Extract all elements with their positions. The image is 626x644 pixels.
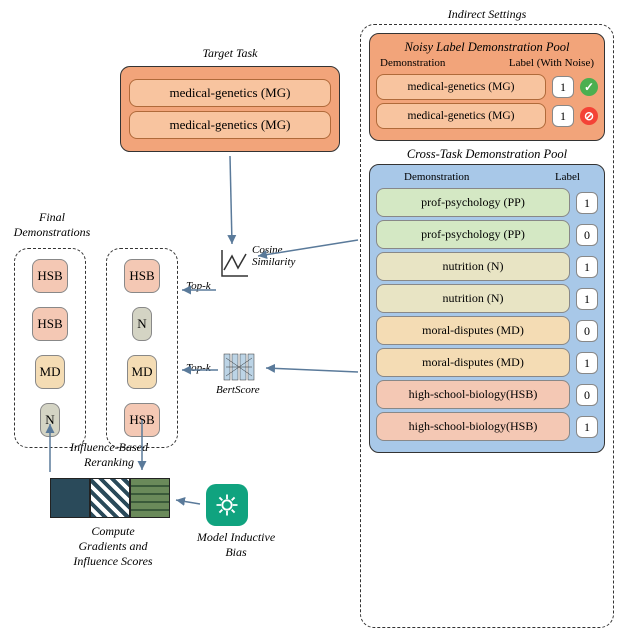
final-item: MD xyxy=(35,355,66,389)
cosine-sim-icon xyxy=(218,246,252,280)
cross-demo-pill: nutrition (N) xyxy=(376,252,570,281)
cross-row: nutrition (N) 1 xyxy=(376,252,598,281)
cross-label-box: 1 xyxy=(576,192,598,214)
cross-row: nutrition (N) 1 xyxy=(376,284,598,313)
cosine-sim-label: Cosine Similarity xyxy=(252,244,322,268)
rerank-title: Influence-Based Reranking xyxy=(44,440,174,470)
cross-label-box: 1 xyxy=(576,288,598,310)
bertscore-icon xyxy=(222,352,262,382)
cross-demo-pill: moral-disputes (MD) xyxy=(376,316,570,345)
cross-pool-panel: Demonstration Label prof-psychology (PP)… xyxy=(369,164,605,453)
noisy-row: medical-genetics (MG) 1 ✓ xyxy=(376,74,598,100)
candidate-item: N xyxy=(132,307,151,341)
noisy-pool-panel: Noisy Label Demonstration Pool Demonstra… xyxy=(369,33,605,141)
model-icon xyxy=(206,484,248,526)
noisy-demo-col-hdr: Demonstration xyxy=(380,57,445,69)
final-item: HSB xyxy=(32,259,67,293)
cross-label-col-hdr: Label xyxy=(555,171,580,183)
cross-row: prof-psychology (PP) 0 xyxy=(376,220,598,249)
cross-demo-col-hdr: Demonstration xyxy=(404,171,469,183)
noisy-pool-title: Noisy Label Demonstration Pool xyxy=(376,40,598,55)
cross-row: high-school-biology(HSB) 0 xyxy=(376,380,598,409)
target-item: medical-genetics (MG) xyxy=(129,111,331,139)
final-item: N xyxy=(40,403,59,437)
cross-demo-pill: moral-disputes (MD) xyxy=(376,348,570,377)
indirect-settings-title: Indirect Settings xyxy=(361,7,613,22)
cross-row: moral-disputes (MD) 1 xyxy=(376,348,598,377)
cross-row: moral-disputes (MD) 0 xyxy=(376,316,598,345)
noisy-demo-pill: medical-genetics (MG) xyxy=(376,74,546,100)
check-icon: ✓ xyxy=(580,78,598,96)
cross-demo-pill: high-school-biology(HSB) xyxy=(376,412,570,441)
hatch-solid-icon xyxy=(50,478,90,518)
cross-row: high-school-biology(HSB) 1 xyxy=(376,412,598,441)
target-task-title: Target Task xyxy=(120,46,340,61)
cross-pool-title: Cross-Task Demonstration Pool xyxy=(367,147,607,162)
topk-1-label: Top-k xyxy=(186,280,211,292)
noisy-demo-pill: medical-genetics (MG) xyxy=(376,103,546,129)
target-task-panel: medical-genetics (MG) medical-genetics (M… xyxy=(120,66,340,152)
cross-label-box: 0 xyxy=(576,224,598,246)
cross-demo-pill: high-school-biology(HSB) xyxy=(376,380,570,409)
rerank-hatches xyxy=(50,478,170,518)
candidate-item: HSB xyxy=(124,259,159,293)
hatch-grid-icon xyxy=(130,478,170,518)
compute-label: Compute Gradients and Influence Scores xyxy=(48,524,178,569)
final-demos-title: Final Demonstrations xyxy=(2,210,102,240)
noisy-label-box: 1 xyxy=(552,105,574,127)
topk-2-label: Top-k xyxy=(186,362,211,374)
cross-label-box: 1 xyxy=(576,256,598,278)
candidate-panel: HSB N MD HSB xyxy=(106,248,178,448)
indirect-settings-panel: Indirect Settings Noisy Label Demonstrat… xyxy=(360,24,614,628)
final-demos-panel: HSB HSB MD N xyxy=(14,248,86,448)
cross-demo-pill: prof-psychology (PP) xyxy=(376,188,570,217)
cross-demo-pill: prof-psychology (PP) xyxy=(376,220,570,249)
cross-label-box: 0 xyxy=(576,320,598,342)
forbid-icon: ⊘ xyxy=(580,107,598,125)
noisy-label-col-hdr: Label (With Noise) xyxy=(509,57,594,69)
bertscore-label: BertScore xyxy=(216,384,260,396)
final-item: HSB xyxy=(32,307,67,341)
noisy-row: medical-genetics (MG) 1 ⊘ xyxy=(376,103,598,129)
cross-label-box: 1 xyxy=(576,352,598,374)
cross-label-box: 0 xyxy=(576,384,598,406)
noisy-label-box: 1 xyxy=(552,76,574,98)
candidate-item: MD xyxy=(127,355,158,389)
candidate-item: HSB xyxy=(124,403,159,437)
target-item: medical-genetics (MG) xyxy=(129,79,331,107)
cross-demo-pill: nutrition (N) xyxy=(376,284,570,313)
model-bias-label: Model Inductive Bias xyxy=(186,530,286,560)
cross-row: prof-psychology (PP) 1 xyxy=(376,188,598,217)
hatch-diag-icon xyxy=(90,478,130,518)
cross-label-box: 1 xyxy=(576,416,598,438)
